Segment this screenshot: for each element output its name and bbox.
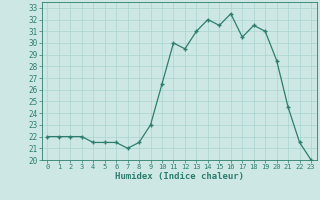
X-axis label: Humidex (Indice chaleur): Humidex (Indice chaleur) xyxy=(115,172,244,181)
